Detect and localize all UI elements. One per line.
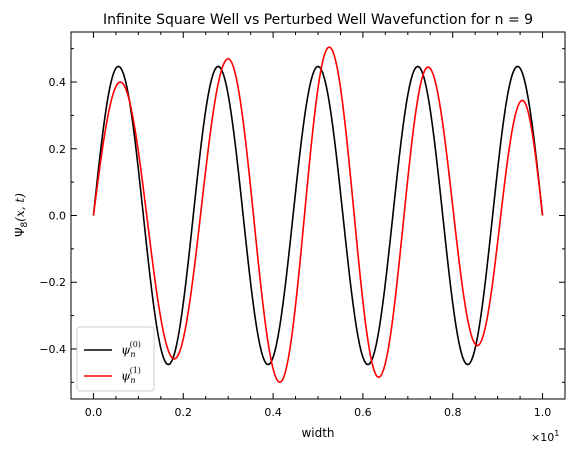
- legend: ψn(0) ψn(1): [76, 326, 155, 392]
- x-tick-label: 0.4: [264, 406, 282, 419]
- series-line-1: [92, 46, 544, 384]
- tick-labels: 0.0 0.2 0.4 0.6 0.8 1.0 −0.4 −0.2 0.0 0.2 0.4: [39, 76, 551, 419]
- y-tick-label: −0.4: [39, 343, 66, 356]
- legend-box: [76, 326, 155, 392]
- y-tick-label: 0.4: [49, 76, 67, 89]
- y-tick-label: 0.2: [49, 143, 67, 156]
- x-tick-label: 0.8: [444, 406, 462, 419]
- x-tick-label: 0.6: [354, 406, 372, 419]
- legend-label-psi0: ψn(0): [121, 340, 141, 359]
- x-tick-label: 0.0: [85, 406, 103, 419]
- x-tick-label: 1.0: [534, 406, 552, 419]
- y-tick-label: −0.2: [39, 276, 66, 289]
- plot-frame: [70, 31, 566, 400]
- y-tick-label: 0.0: [49, 210, 67, 223]
- y-axis-label: Ψ8(x, t): [13, 193, 30, 237]
- x-offset-text: ×101: [531, 429, 559, 444]
- chart-title: Infinite Square Well vs Perturbed Well W…: [103, 12, 533, 28]
- x-tick-label: 0.2: [175, 406, 193, 419]
- x-axis-label: width: [301, 426, 334, 440]
- plot-curves: [92, 46, 544, 384]
- legend-label-psi1: ψn(1): [121, 366, 141, 385]
- series-line-0: [92, 65, 544, 366]
